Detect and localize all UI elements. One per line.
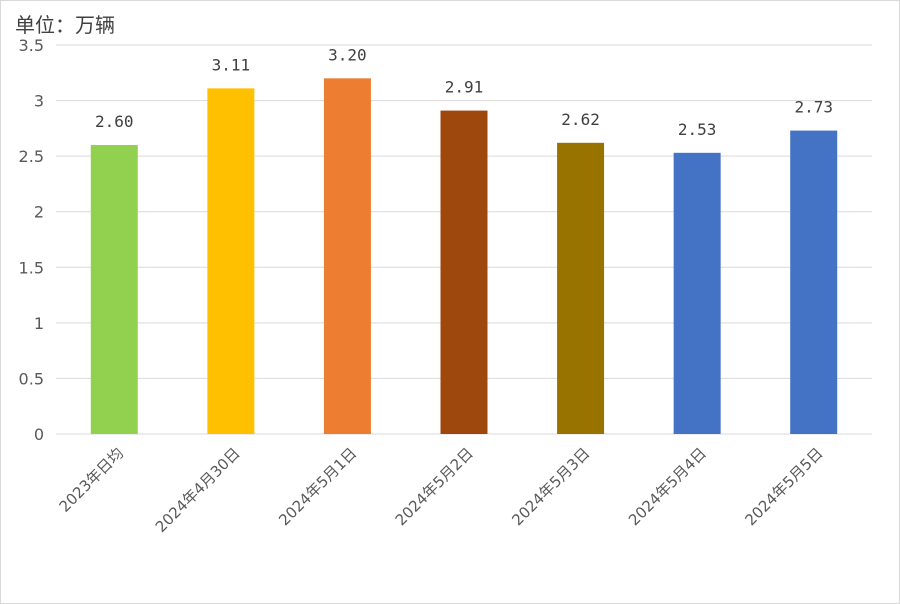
y-tick-label: 0 [34,425,44,444]
data-label: 3.20 [328,45,367,64]
unit-label: 单位：万辆 [15,13,115,37]
x-tick-label: 2023年日均 [56,444,128,516]
data-label: 2.62 [561,110,600,129]
bar [790,130,838,434]
x-tick-label: 2024年5月5日 [742,444,827,529]
x-tick-label: 2024年5月2日 [392,444,477,529]
data-label: 2.60 [95,112,134,131]
data-label: 2.73 [794,98,833,117]
y-tick-label: 3.5 [19,36,44,55]
y-tick-label: 2 [34,203,44,222]
bar [673,152,721,434]
y-tick-label: 3 [34,92,44,111]
data-label: 2.91 [445,78,484,97]
y-tick-label: 0.5 [19,369,44,388]
bar [90,145,138,434]
bar [557,142,605,434]
x-tick-label: 2024年5月1日 [275,444,360,529]
y-tick-label: 2.5 [19,147,44,166]
bar [207,88,255,435]
x-tick-label: 2024年5月3日 [508,444,593,529]
y-tick-label: 1 [34,314,44,333]
x-tick-label: 2024年5月4日 [625,444,710,529]
y-tick-label: 1.5 [19,258,44,277]
data-label: 3.11 [212,55,251,74]
bar [323,78,371,434]
data-label: 2.53 [678,120,717,139]
x-tick-label: 2024年4月30日 [152,444,244,536]
bar [440,110,488,435]
